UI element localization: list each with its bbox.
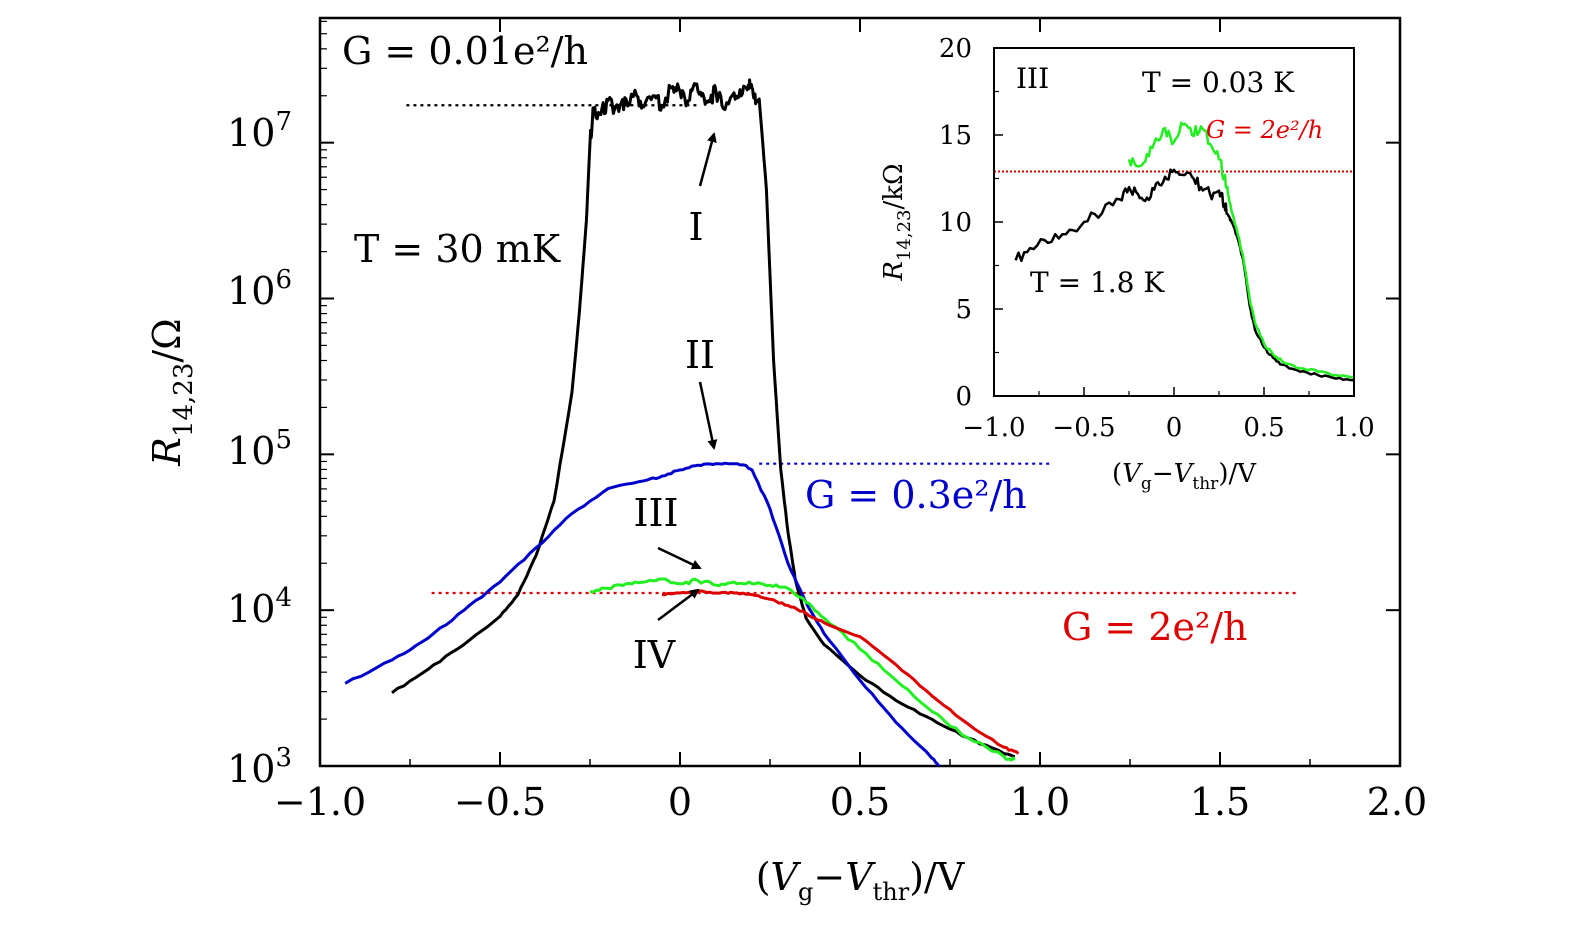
inset-ytick-label: 15 (939, 121, 972, 151)
inset-xtick-label: −1.0 (962, 413, 1025, 443)
annotation-temperature: T = 30 mK (354, 227, 561, 271)
inset-ytick-label: 10 (939, 208, 972, 238)
curve-label-i: I (688, 205, 703, 249)
inset-series-line (1127, 121, 1355, 379)
inset-series-line (1014, 168, 1355, 382)
arrow-ii (698, 381, 718, 450)
main-xtick-label: 1.0 (1010, 780, 1070, 824)
inset-label-iii: III (1016, 62, 1049, 95)
inset-y-axis-label: R14,23/kΩ (879, 163, 915, 281)
inset-series-group (1014, 121, 1355, 382)
main-x-axis-label: (Vg−Vthr)/V (756, 855, 965, 906)
main-ytick-label: 105 (227, 425, 292, 473)
arrow-iv (657, 588, 700, 621)
main-series-group (344, 78, 1020, 768)
main-xtick-label: 0 (668, 780, 692, 824)
arrow-i (698, 132, 717, 187)
inset-annotation-t-high: T = 1.8 K (1030, 266, 1165, 299)
inset-ytick-label: 5 (955, 295, 972, 325)
main-xtick-label: 1.5 (1190, 780, 1250, 824)
inset-x-axis-label: (Vg−Vthr)/V (1112, 459, 1257, 494)
inset-annotation-t-low: T = 0.03 K (1142, 66, 1295, 99)
curve-label-iv: IV (633, 633, 676, 677)
series-line-i (391, 78, 1016, 759)
main-ytick-label: 106 (227, 265, 292, 313)
inset-xtick-label: −0.5 (1052, 413, 1115, 443)
series-line-ii (344, 461, 941, 768)
inset-plot: −1.0 −0.5 0 0.5 1.0 0 5 10 15 20 (Vg−Vth… (879, 34, 1375, 494)
curve-label-iii: III (633, 491, 678, 535)
inset-frame (993, 47, 1355, 397)
arrow-iii (657, 546, 702, 570)
series-line-iii (589, 577, 1016, 762)
main-xtick-label: 2.0 (1367, 780, 1427, 824)
main-y-axis-label: R14,23/Ω (145, 318, 199, 466)
inset-xtick-label: 0.5 (1243, 413, 1284, 443)
series-line-iv (661, 589, 1020, 755)
main-reference-lines (406, 104, 1300, 595)
main-xtick-label: −0.5 (454, 780, 546, 824)
main-xtick-label: −1.0 (274, 780, 366, 824)
inset-xtick-label: 0 (1166, 413, 1183, 443)
inset-background (994, 48, 1354, 396)
inset-annotation-g-2: G = 2e²/h (1206, 116, 1323, 144)
curve-label-ii: II (685, 333, 715, 377)
main-tick-marks (319, 18, 1401, 767)
main-plot: −1.0 −0.5 0 0.5 1.0 1.5 2.0 103 104 105 … (145, 16, 1427, 906)
main-xtick-label: 0.5 (830, 780, 890, 824)
annotation-g-03: G = 0.3e²/h (805, 473, 1027, 517)
main-ytick-label: 107 (227, 107, 292, 155)
inset-xtick-label: 1.0 (1333, 413, 1374, 443)
main-ytick-label: 104 (227, 583, 292, 631)
annotation-g-2: G = 2e²/h (1062, 605, 1248, 649)
annotation-g-001: G = 0.01e²/h (342, 29, 588, 73)
inset-ytick-label: 0 (955, 382, 972, 412)
inset-ytick-label: 20 (939, 34, 972, 64)
main-ytick-label: 103 (227, 743, 292, 791)
